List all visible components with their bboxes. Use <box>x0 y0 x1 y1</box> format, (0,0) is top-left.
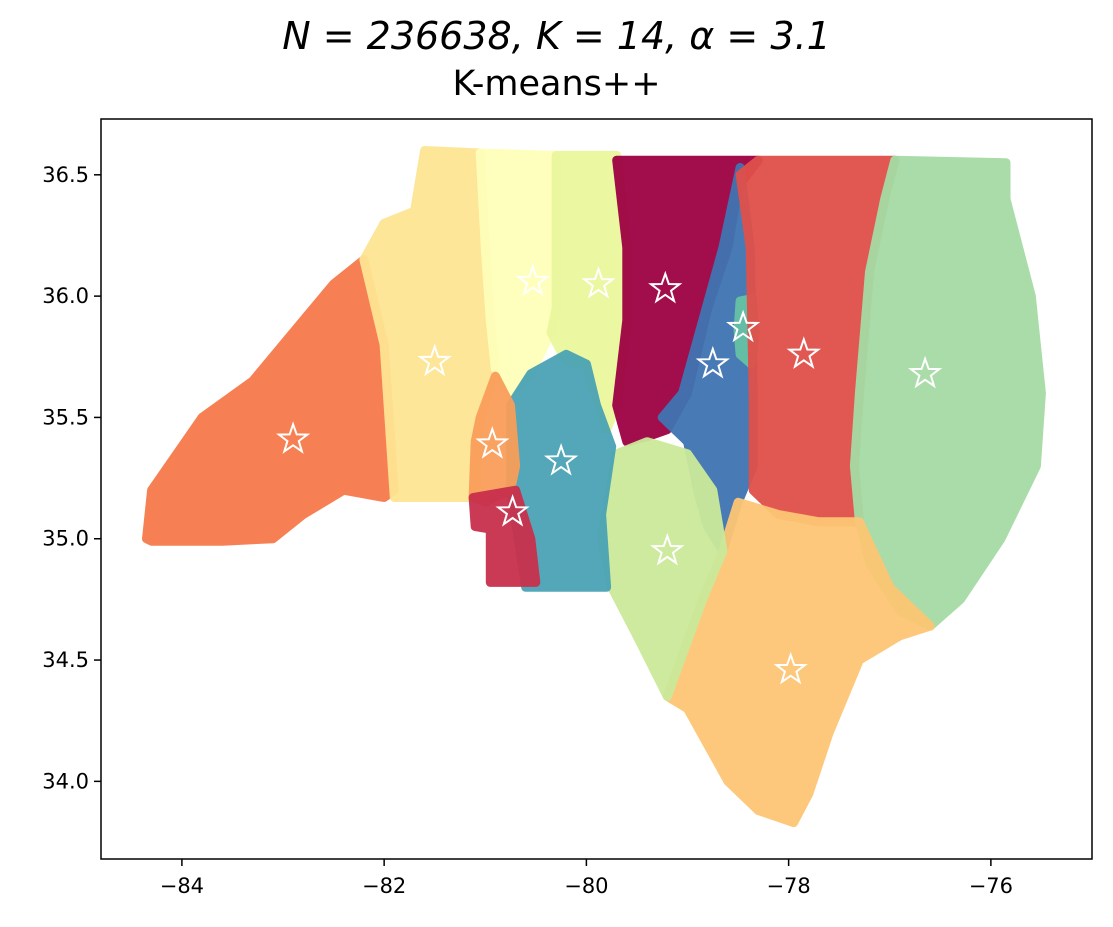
centroid-star-12 <box>475 426 510 459</box>
x-tick-label: −84 <box>160 874 204 898</box>
centroid-star-5 <box>695 345 731 379</box>
centroid-star-10 <box>650 532 685 566</box>
x-tick-label: −76 <box>969 874 1013 898</box>
y-tick-label: 35.0 <box>42 527 89 551</box>
x-tick-label: −82 <box>362 874 406 898</box>
y-tick-label: 34.5 <box>42 648 89 672</box>
cluster-region-0 <box>142 255 399 546</box>
x-axis-ticks: −84 −82 −80 −78 −76 <box>160 859 1013 898</box>
chart-title-line-2: K-means++ <box>452 64 661 104</box>
centroid-star-2 <box>515 263 551 297</box>
cluster-region-11 <box>506 349 617 592</box>
centroid-star-11 <box>543 443 579 476</box>
centroid-star-8 <box>908 355 943 389</box>
centroid-markers <box>276 263 943 685</box>
y-axis-ticks: 34.0 34.5 35.0 35.5 36.0 36.5 <box>42 163 101 793</box>
y-tick-label: 36.0 <box>42 284 89 308</box>
axes-frame <box>100 118 1093 860</box>
centroid-star-4 <box>648 270 683 304</box>
centroid-star-6 <box>726 309 761 343</box>
x-tick-label: −78 <box>766 874 810 898</box>
centroid-star-9 <box>773 651 808 685</box>
x-tick-label: −80 <box>564 874 608 898</box>
y-tick-label: 35.5 <box>42 405 89 429</box>
cluster-region-2 <box>475 148 561 398</box>
centroid-star-1 <box>417 343 452 377</box>
centroid-star-13 <box>495 493 530 527</box>
centroid-star-3 <box>581 265 616 299</box>
centroid-star-0 <box>276 421 311 454</box>
cluster-region-9 <box>662 497 935 828</box>
cluster-region-8 <box>849 155 1046 631</box>
centroid-star-7 <box>786 336 822 369</box>
cluster-regions <box>142 146 1046 828</box>
y-tick-label: 36.5 <box>42 163 89 187</box>
chart-title-line-1: N = 236638, K = 14, α = 3.1 <box>282 14 831 58</box>
y-tick-label: 34.0 <box>42 769 89 793</box>
